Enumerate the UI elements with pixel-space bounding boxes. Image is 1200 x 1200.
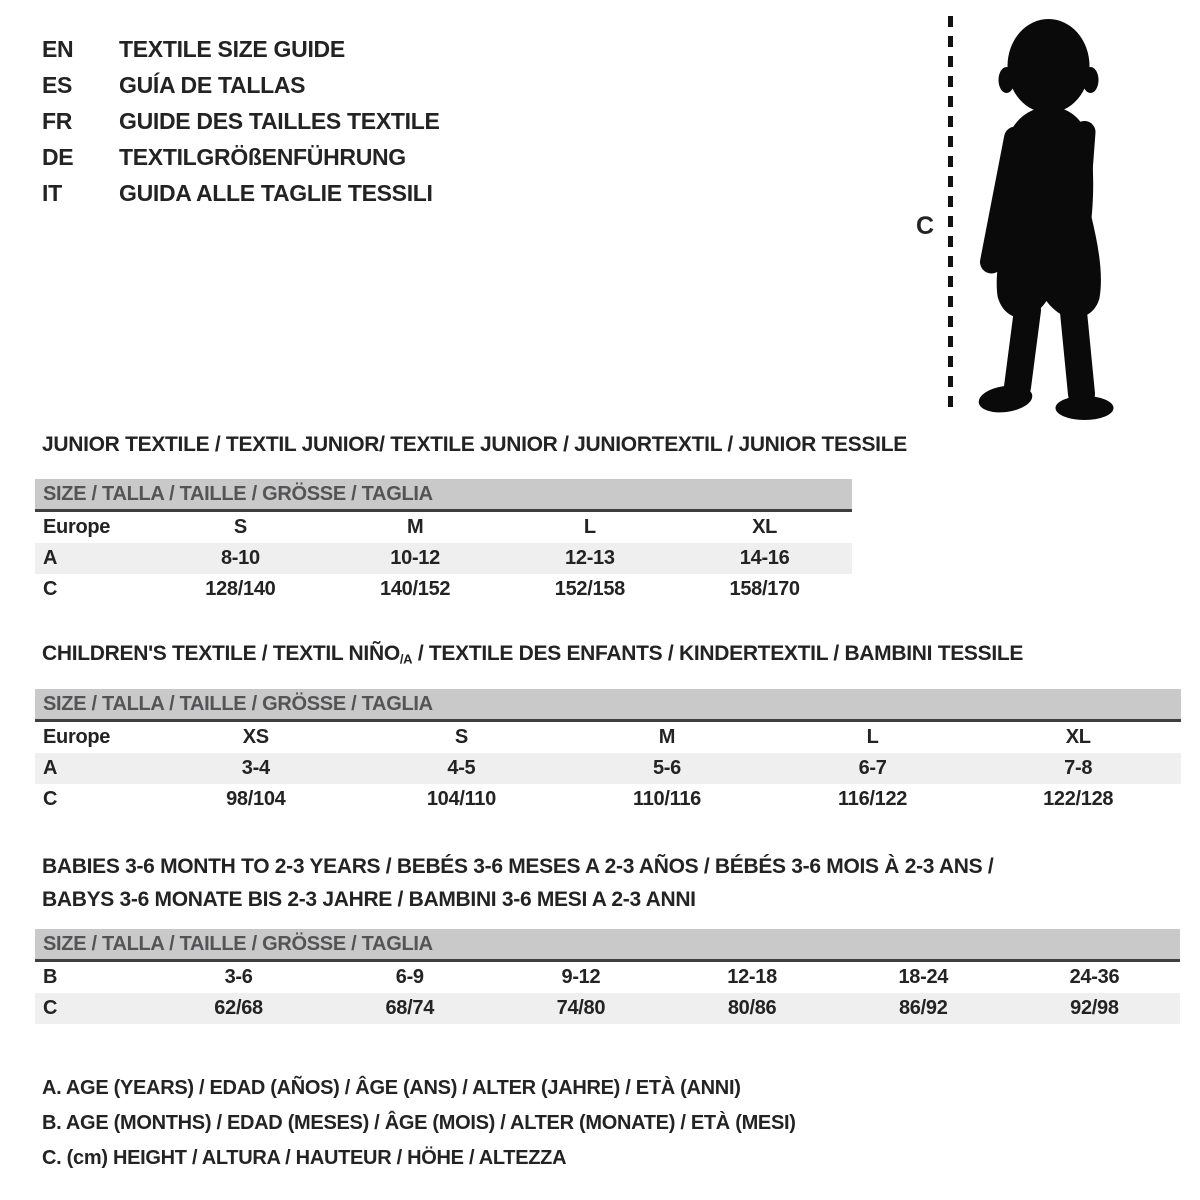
value-cell: 122/128 [1043,788,1114,810]
size-cell: M [406,516,424,538]
language-row-it: IT GUIDA ALLE TAGLIE TESSILI [42,175,440,211]
value-cell: 14-16 [739,547,790,569]
language-title-list: EN TEXTILE SIZE GUIDE ES GUÍA DE TALLAS … [42,31,440,211]
value-cell: 86/92 [898,997,948,1019]
table-row-age-years: A 3-4 4-5 5-6 6-7 7-8 [35,753,1181,784]
size-table-children: SIZE / TALLA / TAILLE / GRÖSSE / TAGLIA … [35,689,1181,815]
section-heading-babies: BABIES 3-6 MONTH TO 2-3 YEARS / BEBÉS 3-… [42,850,994,916]
value-cell: 74/80 [556,997,606,1019]
section-heading-junior: JUNIOR TEXTILE / TEXTIL JUNIOR/ TEXTILE … [42,433,907,456]
language-title: TEXTILGRÖßENFÜHRUNG [119,143,406,170]
heading-text: / TEXTILE DES ENFANTS / KINDERTEXTIL / B… [412,642,1024,665]
value-cell: 80/86 [727,997,777,1019]
language-title: GUIDE DES TAILLES TEXTILE [119,107,440,134]
value-cell: 3-4 [241,757,270,779]
table-row-height: C 128/140 140/152 152/158 158/170 [35,574,852,605]
value-cell: 10-12 [390,547,440,569]
value-cell: 12-18 [727,966,777,988]
table-row-europe: Europe S M L XL [35,512,852,543]
size-header-bar: SIZE / TALLA / TAILLE / GRÖSSE / TAGLIA [35,479,852,512]
row-label: A [43,757,58,779]
language-row-de: DE TEXTILGRÖßENFÜHRUNG [42,139,440,175]
language-title: GUIDA ALLE TAGLIE TESSILI [119,179,433,206]
row-label: A [43,547,58,569]
language-code: FR [42,107,73,134]
value-cell: 116/122 [838,788,908,810]
value-cell: 110/116 [632,788,701,810]
row-label: B [43,966,58,988]
value-cell: 104/110 [426,788,496,810]
size-header-bar: SIZE / TALLA / TAILLE / GRÖSSE / TAGLIA [35,929,1180,962]
value-cell: 5-6 [652,757,681,779]
size-header-bar: SIZE / TALLA / TAILLE / GRÖSSE / TAGLIA [35,689,1181,722]
heading-line-1: BABIES 3-6 MONTH TO 2-3 YEARS / BEBÉS 3-… [42,855,994,878]
value-cell: 7-8 [1064,757,1093,779]
language-code: DE [42,143,74,170]
value-cell: 12-13 [565,547,615,569]
language-row-en: EN TEXTILE SIZE GUIDE [42,31,440,67]
row-label: C [43,997,58,1019]
size-cell: XS [242,726,269,748]
language-code: IT [42,179,62,206]
value-cell: 158/170 [729,578,801,600]
language-title: GUÍA DE TALLAS [119,71,306,98]
language-row-fr: FR GUIDE DES TAILLES TEXTILE [42,103,440,139]
table-row-age-months: B 3-6 6-9 9-12 12-18 18-24 24-36 [35,962,1180,993]
height-measure-dashed-line [948,16,953,416]
size-cell: S [233,516,247,538]
table-row-height: C 62/68 68/74 74/80 80/86 86/92 92/98 [35,993,1180,1024]
size-cell: XL [1065,726,1091,748]
value-cell: 140/152 [380,578,451,600]
value-cell: 128/140 [205,578,276,600]
size-table-junior: SIZE / TALLA / TAILLE / GRÖSSE / TAGLIA … [35,479,852,605]
language-row-es: ES GUÍA DE TALLAS [42,67,440,103]
row-label: Europe [43,516,111,538]
value-cell: 4-5 [447,757,476,779]
heading-subscript: /A [399,651,413,667]
section-heading-children: CHILDREN'S TEXTILE / TEXTIL NIÑO/A / TEX… [42,642,1023,666]
language-code: EN [42,35,74,62]
legend-line-height: C. (cm) HEIGHT / ALTURA / HAUTEUR / HÖHE… [42,1147,567,1169]
table-row-age-years: A 8-10 10-12 12-13 14-16 [35,543,852,574]
value-cell: 98/104 [226,788,286,810]
value-cell: 8-10 [220,547,260,569]
height-measure-label: C [916,212,935,240]
size-cell: L [583,516,596,538]
legend-line-age-months: B. AGE (MONTHS) / EDAD (MESES) / ÂGE (MO… [42,1112,796,1134]
size-cell: L [866,726,879,748]
language-title: TEXTILE SIZE GUIDE [119,35,345,62]
row-label: C [43,578,58,600]
row-label: Europe [43,726,111,748]
table-row-europe: Europe XS S M L XL [35,722,1181,753]
legend-line-age-years: A. AGE (YEARS) / EDAD (AÑOS) / ÂGE (ANS)… [42,1077,741,1099]
value-cell: 6-9 [395,966,424,988]
value-cell: 92/98 [1070,997,1119,1019]
value-cell: 9-12 [561,966,601,988]
language-code: ES [42,71,73,98]
size-cell: S [454,726,468,748]
value-cell: 152/158 [554,578,626,600]
table-row-height: C 98/104 104/110 110/116 116/122 122/128 [35,784,1181,815]
value-cell: 6-7 [858,757,887,779]
heading-line-2: BABYS 3-6 MONATE BIS 2-3 JAHRE / BAMBINI… [42,888,696,911]
row-label: C [43,788,58,810]
value-cell: 62/68 [214,997,263,1019]
size-cell: XL [752,516,778,538]
baby-silhouette-icon [978,19,1114,420]
legend: A. AGE (YEARS) / EDAD (AÑOS) / ÂGE (ANS)… [42,1071,796,1176]
value-cell: 24-36 [1069,966,1120,988]
size-cell: M [658,726,676,748]
value-cell: 18-24 [898,966,949,988]
value-cell: 3-6 [224,966,253,988]
heading-text: CHILDREN'S TEXTILE / TEXTIL NIÑO [42,642,400,665]
value-cell: 68/74 [385,997,435,1019]
size-table-babies: SIZE / TALLA / TAILLE / GRÖSSE / TAGLIA … [35,929,1180,1024]
